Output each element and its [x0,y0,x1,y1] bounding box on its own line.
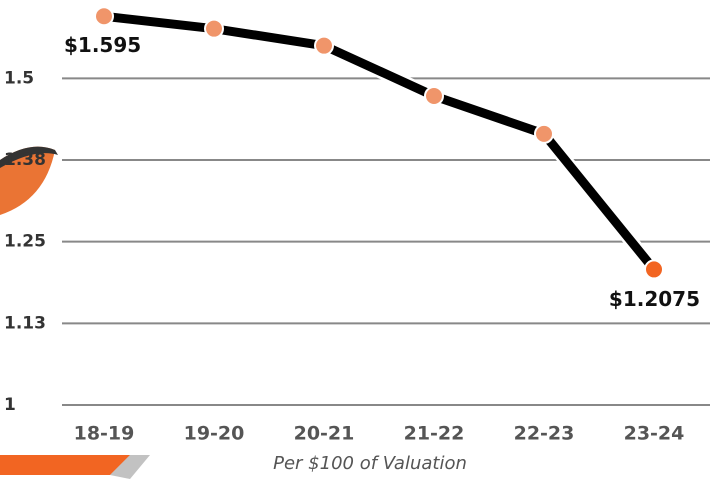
x-tick-label: 20-21 [294,423,355,445]
y-tick-label: 1.38 [4,150,46,170]
marker [94,6,114,27]
line-outline [103,9,660,274]
y-tick-label: 1 [4,395,16,415]
marker [314,35,334,56]
x-tick-label: 19-20 [184,423,245,445]
x-tick-label: 22-23 [514,423,575,445]
x-tick-label: 23-24 [624,423,685,445]
y-tick-label: 1.5 [4,68,34,88]
x-tick-label: 21-22 [404,423,465,445]
marker [424,85,444,106]
marker [644,259,664,280]
value-label: $1.2075 [609,287,700,311]
value-label: $1.595 [64,33,141,57]
decoration [0,146,150,479]
y-tick-label: 1.13 [4,313,46,333]
line [103,11,658,273]
y-tick-label: 1.25 [4,232,46,252]
x-axis-label: Per $100 of Valuation [273,453,467,474]
marker [534,123,554,144]
x-tick-label: 18-19 [74,423,135,445]
marker [204,18,224,39]
